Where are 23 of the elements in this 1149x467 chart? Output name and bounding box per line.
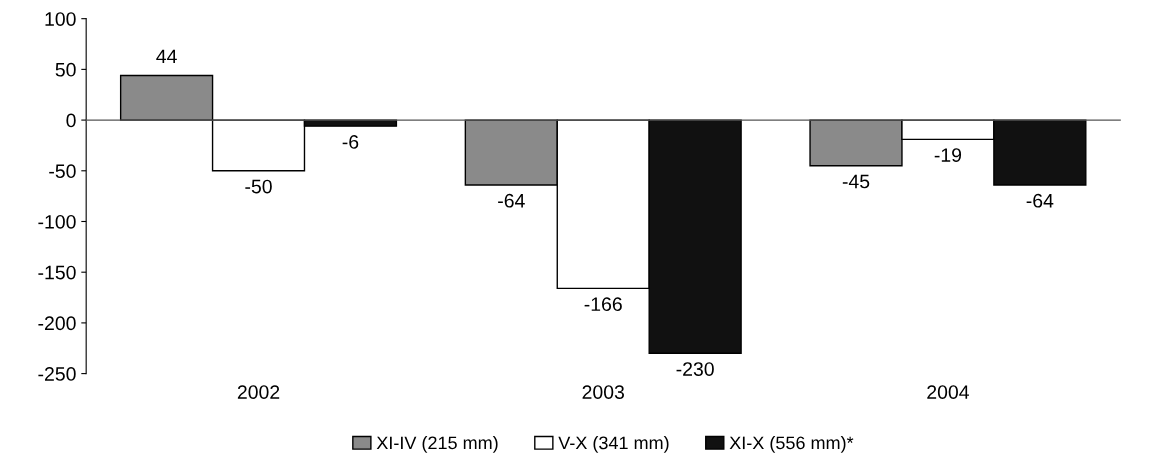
data-label: -64 xyxy=(498,193,525,208)
x-tick-label: 2002 xyxy=(237,385,280,399)
legend-label: V-X (341 mm) xyxy=(558,435,669,453)
y-tick-label: -50 xyxy=(49,164,76,179)
y-tick-label: 100 xyxy=(45,12,76,26)
y-tick-label: 50 xyxy=(55,62,76,77)
data-label: -166 xyxy=(584,297,622,312)
x-tick-label: 2004 xyxy=(927,385,969,399)
y-tick-label: -250 xyxy=(38,367,76,381)
data-label: -230 xyxy=(676,362,714,376)
data-label: -64 xyxy=(1026,193,1054,208)
data-label: -19 xyxy=(934,148,962,162)
data-label: 44 xyxy=(156,49,177,64)
legend-label: XI-IV (215 mm) xyxy=(376,435,498,453)
data-label: -6 xyxy=(342,135,359,149)
y-tick-label: -150 xyxy=(38,265,76,280)
y-tick-label: -200 xyxy=(38,316,76,331)
legend-label: XI-X (556 mm)* xyxy=(729,435,854,453)
y-tick-label: -100 xyxy=(38,214,76,229)
data-label: -50 xyxy=(245,179,272,194)
data-label: -45 xyxy=(842,174,870,189)
y-tick-label: 0 xyxy=(66,113,76,128)
x-tick-label: 2003 xyxy=(582,385,624,399)
